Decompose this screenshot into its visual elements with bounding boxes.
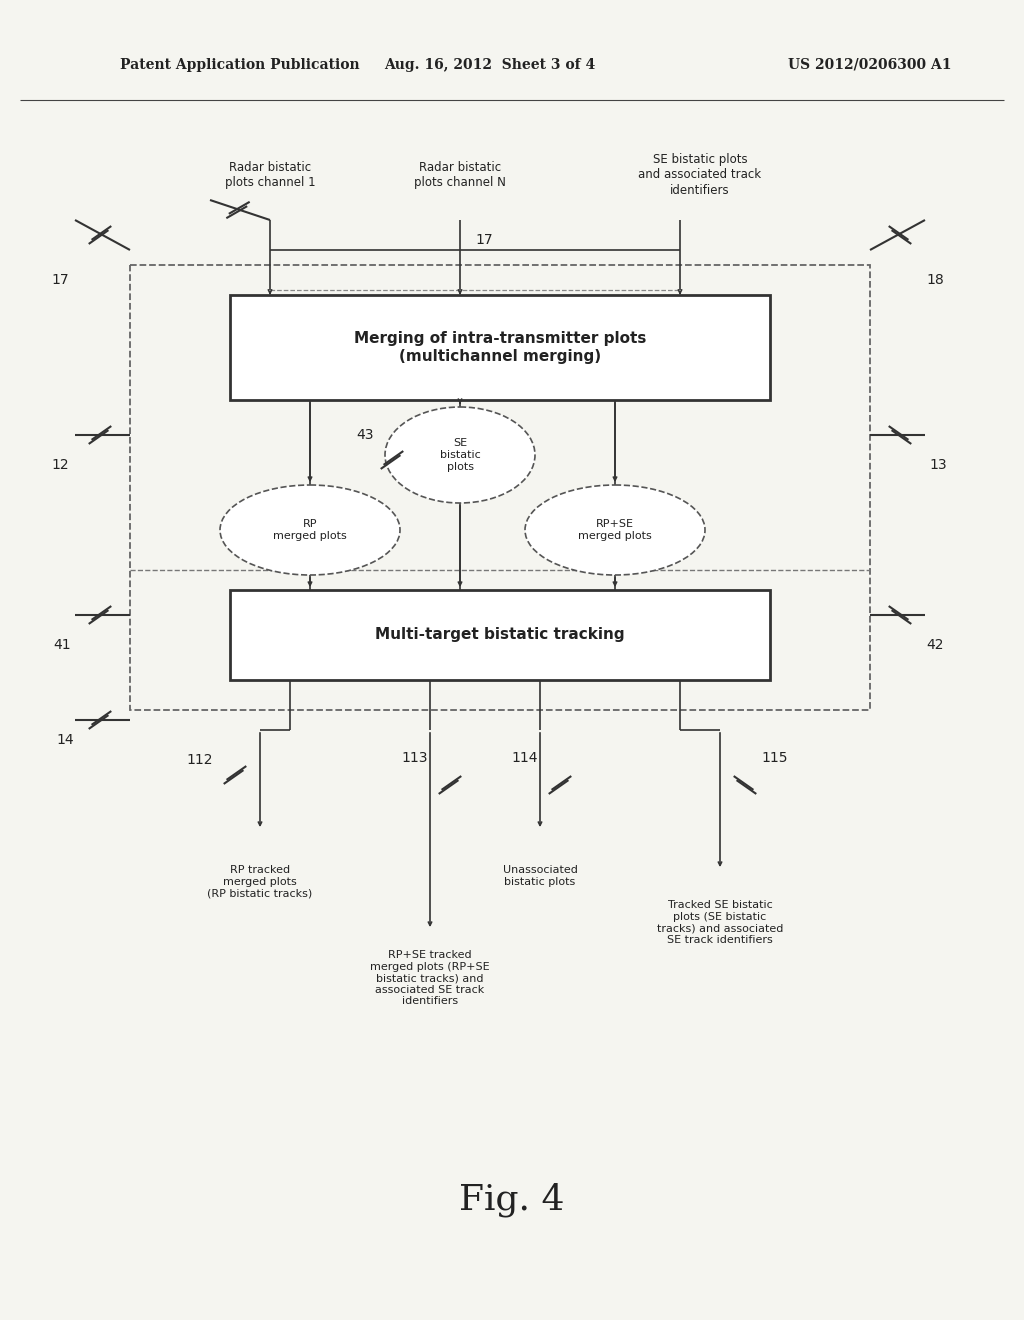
Text: RP+SE
merged plots: RP+SE merged plots bbox=[579, 519, 652, 541]
Ellipse shape bbox=[385, 407, 535, 503]
Text: 17: 17 bbox=[51, 273, 69, 286]
Text: Radar bistatic
plots channel N: Radar bistatic plots channel N bbox=[414, 161, 506, 189]
Text: RP+SE tracked
merged plots (RP+SE
bistatic tracks) and
associated SE track
ident: RP+SE tracked merged plots (RP+SE bistat… bbox=[371, 950, 489, 1006]
Bar bbox=[230, 294, 770, 400]
Text: 18: 18 bbox=[926, 273, 944, 286]
Text: RP
merged plots: RP merged plots bbox=[273, 519, 347, 541]
Text: 42: 42 bbox=[927, 638, 944, 652]
Text: 113: 113 bbox=[401, 751, 428, 766]
Text: US 2012/0206300 A1: US 2012/0206300 A1 bbox=[788, 58, 951, 73]
Ellipse shape bbox=[220, 484, 400, 576]
Text: Tracked SE bistatic
plots (SE bistatic
tracks) and associated
SE track identifie: Tracked SE bistatic plots (SE bistatic t… bbox=[656, 900, 783, 945]
Text: 114: 114 bbox=[512, 751, 539, 766]
Text: SE
bistatic
plots: SE bistatic plots bbox=[439, 438, 480, 471]
Text: 43: 43 bbox=[356, 428, 374, 442]
Text: Radar bistatic
plots channel 1: Radar bistatic plots channel 1 bbox=[224, 161, 315, 189]
Text: RP tracked
merged plots
(RP bistatic tracks): RP tracked merged plots (RP bistatic tra… bbox=[208, 865, 312, 898]
Bar bbox=[230, 590, 770, 680]
Text: 12: 12 bbox=[51, 458, 69, 473]
Text: SE bistatic plots
and associated track
identifiers: SE bistatic plots and associated track i… bbox=[638, 153, 762, 197]
Text: Merging of intra-transmitter plots
(multichannel merging): Merging of intra-transmitter plots (mult… bbox=[354, 331, 646, 364]
Text: Multi-target bistatic tracking: Multi-target bistatic tracking bbox=[375, 627, 625, 643]
Text: 41: 41 bbox=[53, 638, 71, 652]
Text: Patent Application Publication: Patent Application Publication bbox=[120, 58, 359, 73]
Text: 115: 115 bbox=[762, 751, 788, 766]
Text: Aug. 16, 2012  Sheet 3 of 4: Aug. 16, 2012 Sheet 3 of 4 bbox=[384, 58, 596, 73]
Text: 112: 112 bbox=[186, 752, 213, 767]
Bar bbox=[130, 265, 870, 710]
Text: 13: 13 bbox=[929, 458, 947, 473]
Text: Fig. 4: Fig. 4 bbox=[459, 1183, 565, 1217]
Text: 14: 14 bbox=[56, 733, 74, 747]
Text: 17: 17 bbox=[475, 234, 493, 247]
Ellipse shape bbox=[525, 484, 705, 576]
Text: Unassociated
bistatic plots: Unassociated bistatic plots bbox=[503, 865, 578, 887]
